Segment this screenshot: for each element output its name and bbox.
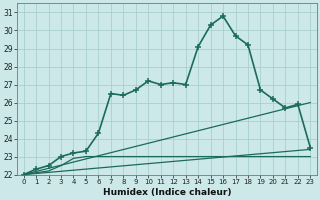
X-axis label: Humidex (Indice chaleur): Humidex (Indice chaleur) [103,188,231,197]
